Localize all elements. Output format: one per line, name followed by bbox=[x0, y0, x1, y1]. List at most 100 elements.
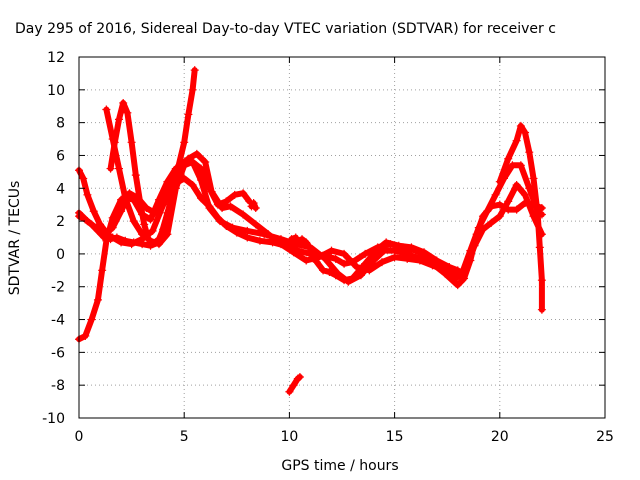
data-series bbox=[247, 199, 260, 212]
data-point bbox=[106, 164, 115, 173]
data-point bbox=[205, 202, 214, 211]
data-point bbox=[302, 256, 311, 265]
y-tick-label: 10 bbox=[47, 83, 65, 99]
data-point bbox=[535, 243, 544, 252]
data-point bbox=[81, 215, 90, 224]
data-point bbox=[121, 194, 130, 203]
data-point bbox=[144, 235, 153, 244]
data-point bbox=[289, 381, 298, 390]
grid bbox=[79, 57, 605, 418]
y-tick-label: 12 bbox=[47, 50, 65, 66]
data-point bbox=[110, 138, 119, 147]
data-point bbox=[508, 161, 517, 170]
data-point bbox=[114, 164, 123, 173]
data-point bbox=[495, 177, 504, 186]
data-point bbox=[129, 217, 138, 226]
data-series bbox=[495, 121, 546, 314]
data-point bbox=[268, 238, 277, 247]
data-point bbox=[340, 249, 349, 258]
data-point bbox=[102, 105, 111, 114]
data-point bbox=[100, 233, 109, 242]
data-point bbox=[331, 254, 340, 263]
data-point bbox=[127, 138, 136, 147]
y-tick-label: -2 bbox=[51, 280, 65, 296]
y-tick-label: -4 bbox=[51, 313, 65, 329]
data-point bbox=[201, 158, 210, 167]
data-point bbox=[298, 235, 307, 244]
x-tick-label: 0 bbox=[75, 429, 84, 445]
data-point bbox=[129, 195, 138, 204]
data-point bbox=[251, 203, 260, 212]
data-series bbox=[102, 105, 254, 249]
data-point bbox=[81, 331, 90, 340]
data-point bbox=[230, 190, 239, 199]
x-tick-label: 25 bbox=[596, 429, 614, 445]
data-point bbox=[171, 184, 180, 193]
data-series bbox=[75, 161, 546, 285]
data-point bbox=[129, 238, 138, 247]
data-point bbox=[119, 98, 128, 107]
data-point bbox=[249, 199, 258, 208]
data-point bbox=[222, 197, 231, 206]
data-point bbox=[131, 171, 140, 180]
chart-title: Day 295 of 2016, Sidereal Day-to-day VTE… bbox=[15, 21, 556, 37]
data-point bbox=[154, 235, 163, 244]
data-point bbox=[390, 253, 399, 262]
data-series bbox=[106, 98, 168, 249]
data-point bbox=[491, 190, 500, 199]
data-point bbox=[340, 259, 349, 268]
data-point bbox=[457, 269, 466, 278]
ticks bbox=[78, 56, 606, 419]
data-point bbox=[319, 266, 328, 275]
data-point bbox=[232, 228, 241, 237]
data-point bbox=[197, 194, 206, 203]
data-point bbox=[146, 215, 155, 224]
data-point bbox=[184, 110, 193, 119]
data-point bbox=[213, 213, 222, 222]
data-point bbox=[190, 66, 199, 75]
data-point bbox=[243, 233, 252, 242]
series-line bbox=[286, 374, 303, 395]
y-tick-label: -10 bbox=[42, 411, 65, 427]
data-point bbox=[251, 220, 260, 229]
data-point bbox=[537, 276, 546, 285]
data-point bbox=[453, 281, 462, 290]
data-point bbox=[348, 258, 357, 267]
y-tick-label: 4 bbox=[56, 181, 65, 197]
data-point bbox=[98, 266, 107, 275]
data-point bbox=[87, 220, 96, 229]
data-point bbox=[487, 218, 496, 227]
data-point bbox=[283, 241, 292, 250]
data-point bbox=[89, 207, 98, 216]
data-point bbox=[93, 295, 102, 304]
data-point bbox=[537, 305, 546, 314]
data-point bbox=[264, 230, 273, 239]
data-point bbox=[123, 108, 132, 117]
data-point bbox=[529, 174, 538, 183]
y-tick-label: -6 bbox=[51, 345, 65, 361]
data-point bbox=[205, 184, 214, 193]
y-tick-label: 2 bbox=[56, 214, 65, 230]
data-point bbox=[87, 315, 96, 324]
data-point bbox=[239, 189, 248, 198]
data-point bbox=[188, 158, 197, 167]
data-point bbox=[114, 115, 123, 124]
data-point bbox=[445, 263, 454, 272]
data-point bbox=[154, 195, 163, 204]
data-point bbox=[504, 197, 513, 206]
data-point bbox=[192, 149, 201, 158]
data-point bbox=[226, 202, 235, 211]
data-point bbox=[432, 256, 441, 265]
data-point bbox=[302, 238, 311, 247]
data-point bbox=[407, 243, 416, 252]
data-point bbox=[93, 226, 102, 235]
data-point bbox=[327, 246, 336, 255]
data-point bbox=[533, 210, 542, 219]
data-point bbox=[159, 225, 168, 234]
data-point bbox=[83, 190, 92, 199]
data-point bbox=[96, 220, 105, 229]
data-point bbox=[159, 200, 168, 209]
data-point bbox=[483, 207, 492, 216]
data-point bbox=[148, 240, 157, 249]
